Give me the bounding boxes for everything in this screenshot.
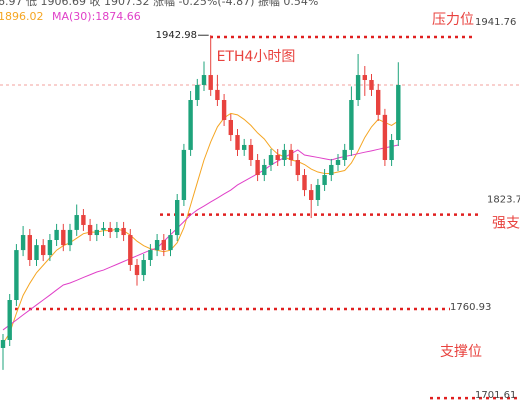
candle-body bbox=[235, 135, 240, 150]
candle-body bbox=[248, 144, 254, 160]
candle-body bbox=[389, 140, 394, 160]
candle-body bbox=[101, 227, 106, 230]
candle-body bbox=[0, 340, 6, 348]
candle-body bbox=[181, 149, 187, 200]
candle-body bbox=[288, 149, 294, 160]
candle-body bbox=[382, 114, 388, 160]
candle-body bbox=[128, 235, 133, 265]
candle-body bbox=[228, 120, 233, 136]
candle-body bbox=[148, 250, 153, 260]
candle-body bbox=[221, 100, 227, 120]
candle-body bbox=[315, 184, 321, 200]
candle-body bbox=[47, 240, 53, 256]
candle-body bbox=[376, 89, 381, 115]
candle-body bbox=[309, 190, 314, 200]
candle-body bbox=[329, 164, 334, 176]
candle-body bbox=[215, 89, 220, 100]
candle-body bbox=[355, 75, 361, 100]
level-value: 1823.7 bbox=[487, 195, 520, 206]
level-name: 压力位 bbox=[432, 12, 474, 28]
level-name: 强支 bbox=[492, 216, 520, 232]
candle-body bbox=[255, 160, 260, 176]
candle-body bbox=[121, 227, 126, 236]
candle-body bbox=[275, 155, 280, 160]
candle-body bbox=[268, 155, 274, 165]
candle-body bbox=[114, 227, 120, 233]
level-value: 1701.61 bbox=[475, 390, 516, 400]
chart-title: ETH4小时图 bbox=[217, 49, 296, 65]
candle-body bbox=[14, 250, 19, 300]
candle-body bbox=[168, 235, 173, 251]
candle-body bbox=[302, 175, 307, 191]
ohlc-header: 6.97 低 1906.69 收 1907.32 涨幅 -0.25%(-4.87… bbox=[0, 0, 318, 8]
candle-body bbox=[349, 100, 354, 150]
candle-body bbox=[34, 245, 39, 260]
candle-body bbox=[335, 160, 341, 165]
candle-body bbox=[295, 160, 300, 176]
candle-body bbox=[342, 149, 347, 160]
level-value: 1760.93 bbox=[450, 302, 491, 313]
candle-body bbox=[188, 100, 193, 150]
candle-body bbox=[161, 240, 166, 251]
candle-body bbox=[61, 229, 66, 246]
ma-label: MA(30):1874.66 bbox=[52, 10, 141, 23]
candle-body bbox=[108, 227, 113, 233]
candle-body bbox=[20, 235, 26, 251]
candle-body bbox=[141, 260, 146, 276]
candle-body bbox=[74, 215, 79, 230]
ma-label: 1896.02 bbox=[0, 10, 44, 23]
candle-body bbox=[41, 245, 46, 256]
high-marker-label: 1942.98 bbox=[156, 30, 197, 41]
candle-body bbox=[94, 229, 99, 236]
candle-body bbox=[208, 75, 213, 90]
candle-body bbox=[27, 235, 32, 260]
ma-line bbox=[2, 144, 399, 331]
candle-body bbox=[201, 75, 207, 85]
candle-body bbox=[262, 164, 267, 176]
candle-body bbox=[195, 84, 200, 100]
candle-body bbox=[396, 84, 401, 140]
candle-body bbox=[81, 215, 86, 225]
candle-body bbox=[242, 144, 247, 150]
candle-body bbox=[54, 229, 59, 240]
candle-body bbox=[322, 175, 327, 185]
candle-body bbox=[7, 300, 12, 340]
candle-body bbox=[175, 200, 180, 236]
candle-body bbox=[134, 264, 140, 276]
level-value: 1941.76 bbox=[475, 17, 516, 28]
candle-body bbox=[87, 224, 93, 236]
level-name: 支撑位 bbox=[440, 344, 482, 360]
candle-body bbox=[369, 80, 374, 90]
candle-body bbox=[154, 240, 160, 251]
candle-body bbox=[362, 75, 367, 80]
candle-body bbox=[67, 229, 73, 246]
candle-body bbox=[282, 149, 287, 160]
